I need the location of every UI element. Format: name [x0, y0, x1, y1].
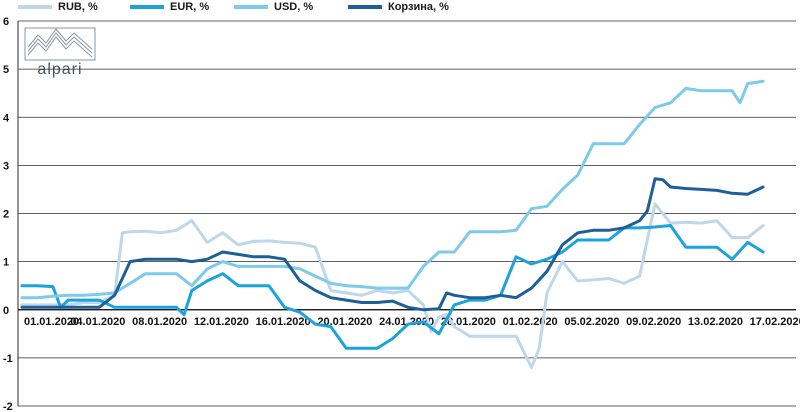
legend-item: USD, %: [234, 1, 313, 13]
y-tick-label: 4: [3, 112, 10, 124]
series-line-2: [20, 79, 765, 300]
legend-item: RUB, %: [18, 1, 98, 13]
x-tick-label: 05.02.2020: [564, 316, 619, 328]
y-tick-label: 2: [3, 209, 9, 221]
y-tick-label: -2: [3, 401, 13, 412]
chart-legend: RUB, % EUR, % USD, % Корзина, %: [0, 0, 800, 20]
legend-swatch: [348, 5, 382, 9]
x-tick-label: 20.01.2020: [317, 316, 372, 328]
series-line-3: [20, 177, 765, 312]
x-tick-label: 17.02.2020: [750, 316, 800, 328]
y-tick-label: 1: [3, 257, 9, 269]
x-tick-label: 16.01.2020: [256, 316, 311, 328]
legend-item: EUR, %: [130, 1, 209, 13]
y-tick-label: -1: [3, 353, 13, 365]
legend-swatch: [234, 5, 268, 9]
x-tick-label: 12.01.2020: [194, 316, 249, 328]
legend-swatch: [18, 5, 52, 9]
legend-item: Корзина, %: [348, 1, 449, 13]
y-tick-label: 6: [3, 16, 9, 28]
legend-label: EUR, %: [170, 1, 210, 13]
legend-label: Корзина, %: [388, 1, 449, 13]
y-tick-label: 3: [3, 160, 9, 172]
x-tick-label: 01.02.2020: [503, 316, 558, 328]
x-tick-label: 04.01.2020: [70, 316, 125, 328]
legend-label: RUB, %: [58, 1, 98, 13]
series-line-0: [20, 202, 765, 369]
y-tick-label: 0: [3, 305, 9, 317]
mountain-logo-icon: [24, 27, 96, 61]
legend-swatch: [130, 5, 164, 9]
y-tick-label: 5: [3, 64, 9, 76]
x-tick-label: 01.01.2020: [24, 316, 79, 328]
x-tick-label: 09.02.2020: [626, 316, 681, 328]
x-tick-label: 08.01.2020: [132, 316, 187, 328]
legend-label: USD, %: [274, 1, 314, 13]
series-line-1: [20, 224, 765, 350]
x-tick-label: 13.02.2020: [688, 316, 743, 328]
x-tick-label: 24.01.2020: [379, 316, 434, 328]
